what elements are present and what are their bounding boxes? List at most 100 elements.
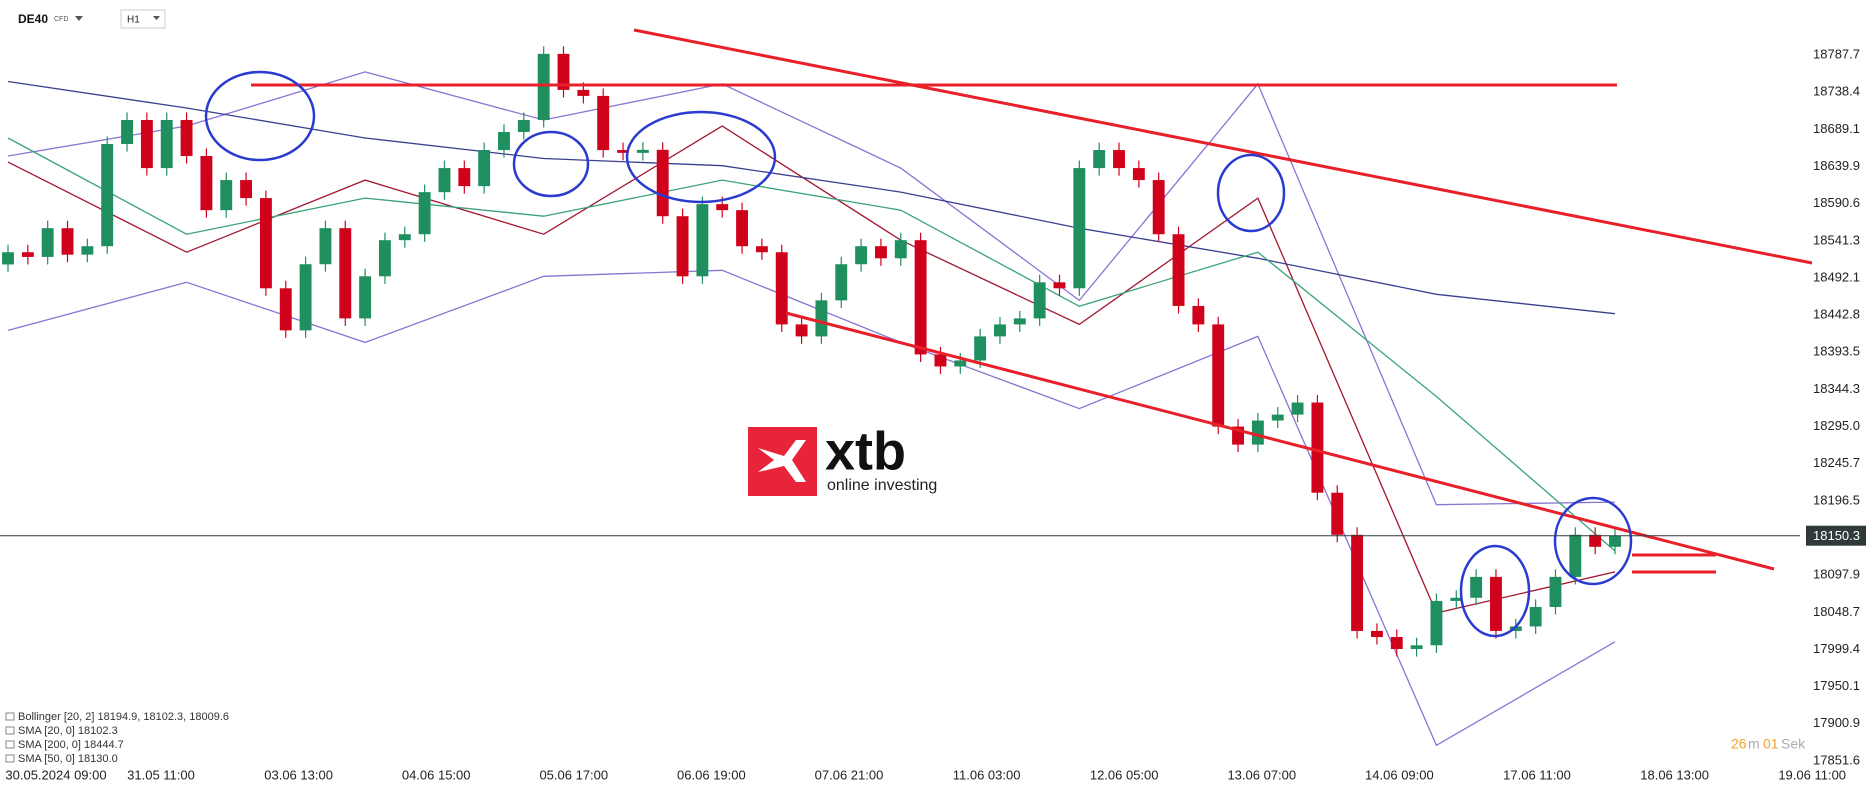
highlight-ellipse xyxy=(1459,544,1531,638)
x-tick-label: 06.06 19:00 xyxy=(677,767,746,782)
highlight-ellipse xyxy=(1216,153,1286,233)
candle-body xyxy=(736,210,749,247)
candle-body xyxy=(577,89,590,96)
current-price-box xyxy=(1806,525,1866,546)
indicator-line xyxy=(7,125,1616,614)
x-tick-label: 31.05 11:00 xyxy=(127,767,195,782)
legend-entry: SMA [200, 0] 18444.7 xyxy=(18,739,124,751)
candle-body xyxy=(458,168,471,187)
x-tick-label: 19.06 11:00 xyxy=(1778,767,1846,782)
indicator-line xyxy=(7,137,1616,552)
countdown-seconds: 01 xyxy=(1763,736,1779,752)
timeframe-box[interactable] xyxy=(120,9,166,29)
timeframe: H1 xyxy=(127,15,140,26)
candle-body xyxy=(259,198,272,289)
legend-entry: SMA [20, 0] 18102.3 xyxy=(18,725,118,737)
symbol: DE40 xyxy=(18,12,48,26)
x-tick-label: 07.06 21:00 xyxy=(815,767,884,782)
candle-body xyxy=(1331,492,1344,535)
candle-body xyxy=(1390,636,1403,650)
candle-body xyxy=(1529,606,1542,627)
instrument: CFD xyxy=(54,16,68,23)
y-tick-label: 18048.7 xyxy=(1813,604,1860,619)
y-tick-label: 18639.9 xyxy=(1813,158,1860,173)
y-tick-label: 18541.3 xyxy=(1813,232,1860,247)
y-tick-label: 18344.3 xyxy=(1813,381,1860,396)
candle-body xyxy=(1093,150,1106,169)
candle-body xyxy=(815,300,828,337)
candle-body xyxy=(755,246,768,253)
candle-body xyxy=(617,150,629,153)
candle-body xyxy=(418,192,431,235)
candle-body xyxy=(1450,597,1463,601)
candle-body xyxy=(597,95,610,151)
candle-body xyxy=(41,228,54,257)
candle-body xyxy=(1251,420,1264,445)
candle-body xyxy=(2,252,14,265)
candle-body xyxy=(835,264,848,301)
candle-body xyxy=(775,252,788,325)
countdown-unit: Sek xyxy=(1781,736,1806,752)
candle-body xyxy=(1291,402,1304,415)
candle-body xyxy=(855,246,868,265)
candle-body xyxy=(1470,576,1483,598)
logo-tagline: online investing xyxy=(827,477,937,494)
candle-body xyxy=(994,324,1006,337)
candle-body xyxy=(636,149,649,153)
candle-body xyxy=(378,240,391,277)
candle-body xyxy=(795,324,808,337)
x-tick-label: 30.05.2024 09:00 xyxy=(5,767,106,782)
candle-body xyxy=(656,149,669,217)
candle-body xyxy=(21,252,34,257)
legend-entry: Bollinger [20, 2] 18194.9, 18102.3, 1800… xyxy=(18,711,229,723)
candle-body xyxy=(1192,305,1205,325)
highlight-ellipse xyxy=(625,110,777,204)
candle-body xyxy=(1351,534,1364,631)
candle-body xyxy=(1013,318,1026,325)
candle-body xyxy=(220,180,233,211)
timeframe-dropdown xyxy=(153,16,160,20)
highlight-ellipse xyxy=(204,70,316,162)
countdown-minutes: 26 xyxy=(1731,736,1747,752)
logo-brand: xtb xyxy=(825,421,906,481)
plot-area xyxy=(2,46,1621,747)
current-price-label: 18150.3 xyxy=(1813,528,1860,543)
symbol-dropdown[interactable] xyxy=(75,16,83,21)
indicator-line xyxy=(7,80,1616,315)
y-tick-label: 18245.7 xyxy=(1813,455,1860,470)
highlight-ellipse xyxy=(512,130,590,198)
countdown-unit: m xyxy=(1748,736,1760,752)
y-tick-label: 17950.1 xyxy=(1813,678,1860,693)
candle-body xyxy=(716,204,729,211)
candle-body xyxy=(200,156,213,211)
candle-body xyxy=(359,276,372,319)
candle-body xyxy=(1370,630,1383,637)
candle-body xyxy=(1053,282,1066,289)
candle-body xyxy=(1033,282,1046,319)
candle-body xyxy=(1569,534,1582,577)
candle-body xyxy=(81,246,94,255)
x-tick-label: 03.06 13:00 xyxy=(264,767,333,782)
candle-body xyxy=(180,119,193,157)
indicator-line xyxy=(7,269,1616,747)
candle-body xyxy=(1549,576,1562,607)
channel-lower xyxy=(785,311,1775,571)
candle-body xyxy=(101,144,114,247)
candle-body xyxy=(478,150,491,187)
candle-body xyxy=(1589,534,1602,547)
candle-body xyxy=(398,234,411,241)
legend-entry: SMA [50, 0] 18130.0 xyxy=(18,753,118,765)
x-tick-label: 17.06 11:00 xyxy=(1503,767,1571,782)
candle-body xyxy=(1490,576,1502,631)
legend-icon xyxy=(5,754,15,763)
y-tick-label: 18097.9 xyxy=(1813,567,1860,582)
candle-body xyxy=(1271,414,1284,421)
candle-body xyxy=(61,228,74,255)
candle-body xyxy=(1172,234,1185,306)
candle-body xyxy=(676,216,689,277)
x-tick-label: 13.06 07:00 xyxy=(1227,767,1296,782)
candle-body xyxy=(557,53,570,90)
y-tick-label: 18787.7 xyxy=(1813,46,1860,61)
candle-body xyxy=(438,168,451,193)
